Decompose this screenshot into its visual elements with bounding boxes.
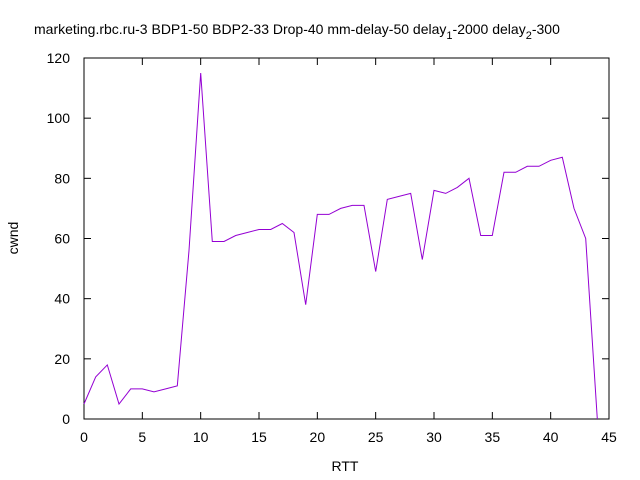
x-tick-label: 5 xyxy=(138,429,146,445)
x-tick-label: 35 xyxy=(485,429,501,445)
y-tick-label: 100 xyxy=(47,110,71,126)
x-tick-label: 20 xyxy=(310,429,326,445)
chart-title: marketing.rbc.ru-3 BDP1-50 BDP2-33 Drop-… xyxy=(34,21,560,42)
x-tick-label: 45 xyxy=(601,429,617,445)
axes: 0 5 10 15 20 25 30 35 40 45 0 20 40 60 80 100 120 xyxy=(47,50,617,445)
y-tick-label: 40 xyxy=(54,291,70,307)
x-tick-label: 0 xyxy=(80,429,88,445)
y-tick-label: 60 xyxy=(54,231,70,247)
y-tick-label: 0 xyxy=(62,411,70,427)
y-tick-label: 80 xyxy=(54,170,70,186)
x-tick-label: 30 xyxy=(426,429,442,445)
series-group xyxy=(83,72,598,420)
x-axis-label: RTT xyxy=(332,458,359,474)
plot-frame xyxy=(83,57,610,420)
y-axis-label: cwnd xyxy=(5,222,21,255)
y-tick-label: 20 xyxy=(54,351,70,367)
y-tick-label: 120 xyxy=(47,50,71,66)
x-tick-label: 10 xyxy=(193,429,209,445)
x-tick-label: 15 xyxy=(251,429,267,445)
x-tick-label: 40 xyxy=(543,429,559,445)
series-line xyxy=(83,72,598,420)
x-tick-label: 25 xyxy=(368,429,384,445)
